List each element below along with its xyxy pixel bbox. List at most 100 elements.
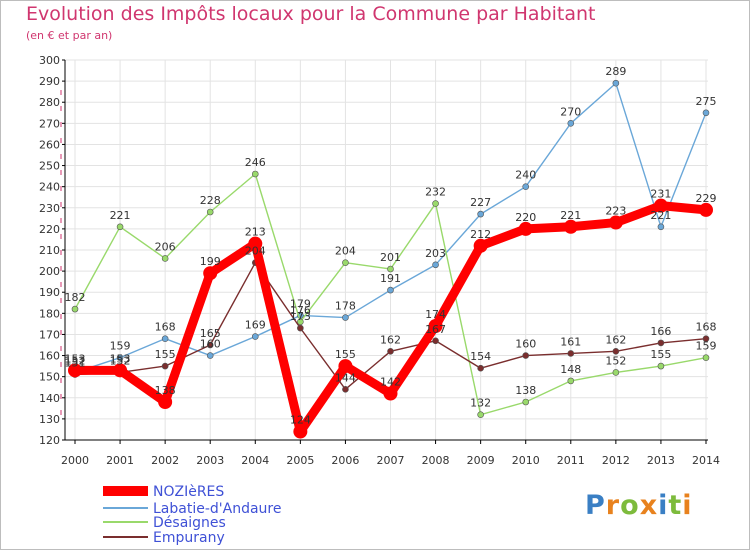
legend-label: NOZIèRES [153, 484, 224, 500]
data-point [342, 386, 349, 393]
x-tick-label: 2011 [557, 454, 585, 467]
data-label: 270 [560, 105, 581, 118]
data-label: 155 [155, 348, 176, 361]
y-tick-label: 180 [39, 307, 60, 320]
data-point [612, 369, 620, 376]
data-label: 221 [560, 209, 581, 222]
x-tick-label: 2007 [377, 454, 405, 467]
data-label: 142 [380, 376, 401, 389]
data-label: 165 [200, 327, 221, 340]
data-point [293, 424, 308, 439]
logo-letter: i [658, 490, 669, 521]
data-point [428, 319, 443, 333]
logo-letter: r [605, 490, 621, 521]
data-label: 124 [290, 414, 311, 427]
data-point [251, 170, 259, 178]
data-point [206, 352, 214, 359]
data-label: 220 [515, 211, 536, 224]
data-point [206, 341, 214, 349]
data-label: 203 [425, 247, 446, 260]
data-point [522, 183, 530, 190]
x-tick-label: 2000 [61, 454, 89, 467]
data-label: 174 [425, 308, 446, 321]
x-tick-label: 2003 [196, 454, 224, 467]
data-label: 159 [110, 340, 131, 353]
data-point [297, 324, 304, 332]
data-point [702, 335, 710, 342]
data-label: 213 [245, 226, 266, 239]
y-tick-label: 150 [39, 371, 60, 384]
data-point [161, 362, 169, 370]
data-label: 144 [335, 371, 356, 384]
y-tick-label: 260 [39, 138, 60, 151]
logo-letter: i [682, 490, 693, 521]
data-point [161, 335, 169, 342]
y-tick-label: 140 [39, 392, 60, 405]
data-point [248, 236, 263, 251]
y-tick-label: 300 [39, 54, 60, 67]
data-point [567, 377, 575, 385]
data-label: 231 [650, 188, 671, 201]
data-label: 167 [425, 323, 446, 336]
chart-subtitle: (en € et par an) [26, 29, 113, 42]
legend-label: Labatie-d'Andaure [153, 501, 281, 517]
y-tick-label: 190 [39, 286, 60, 299]
data-label: 168 [696, 321, 717, 334]
data-label: 178 [335, 300, 356, 313]
data-label: 152 [65, 354, 86, 367]
data-point [383, 386, 398, 401]
data-point [563, 219, 578, 234]
y-tick-label: 210 [39, 244, 60, 257]
data-label: 160 [200, 338, 221, 351]
data-point [387, 348, 394, 355]
data-point [387, 286, 394, 294]
data-label: 153 [110, 352, 131, 365]
data-label: 232 [425, 186, 446, 199]
data-label: 138 [155, 384, 176, 397]
logo-letter: P [585, 490, 606, 521]
data-point [653, 198, 668, 213]
data-label: 191 [380, 272, 401, 285]
data-point [203, 266, 218, 281]
x-tick-label: 2008 [422, 454, 450, 467]
data-label: 151 [65, 357, 86, 370]
data-label: 227 [470, 196, 491, 209]
data-point [567, 120, 575, 127]
data-label: 160 [515, 338, 536, 351]
data-label: 182 [65, 291, 86, 304]
data-label: 132 [470, 397, 491, 410]
x-tick-label: 2010 [512, 454, 540, 467]
x-tick-label: 2009 [467, 454, 495, 467]
data-label: 289 [605, 65, 626, 78]
data-point [657, 339, 665, 347]
y-tick-label: 240 [39, 181, 60, 194]
data-label: 212 [470, 228, 491, 241]
data-point [702, 109, 710, 117]
data-point [432, 261, 439, 269]
x-tick-label: 2006 [331, 454, 359, 467]
y-tick-label: 200 [39, 265, 60, 278]
data-point [71, 305, 79, 313]
x-tick-label: 2002 [151, 454, 179, 467]
legend-label: Empurany [153, 530, 225, 546]
y-tick-label: 290 [39, 75, 60, 88]
data-label: 204 [245, 245, 266, 258]
data-label: 155 [650, 348, 671, 361]
x-tick-label: 2014 [692, 454, 720, 467]
data-point [297, 318, 304, 326]
data-point [113, 363, 128, 378]
data-label: 275 [696, 95, 717, 108]
data-point [657, 223, 665, 231]
data-label: 228 [200, 194, 221, 207]
y-tick-label: 270 [39, 117, 60, 130]
data-point [387, 265, 394, 273]
data-label: 201 [380, 251, 401, 264]
data-label: 169 [245, 319, 266, 332]
y-tick-label: 220 [39, 223, 60, 236]
data-point [161, 255, 169, 262]
data-label: 152 [110, 354, 131, 367]
y-tick-label: 160 [39, 350, 60, 363]
data-point [477, 364, 484, 372]
y-tick-label: 120 [39, 434, 60, 447]
